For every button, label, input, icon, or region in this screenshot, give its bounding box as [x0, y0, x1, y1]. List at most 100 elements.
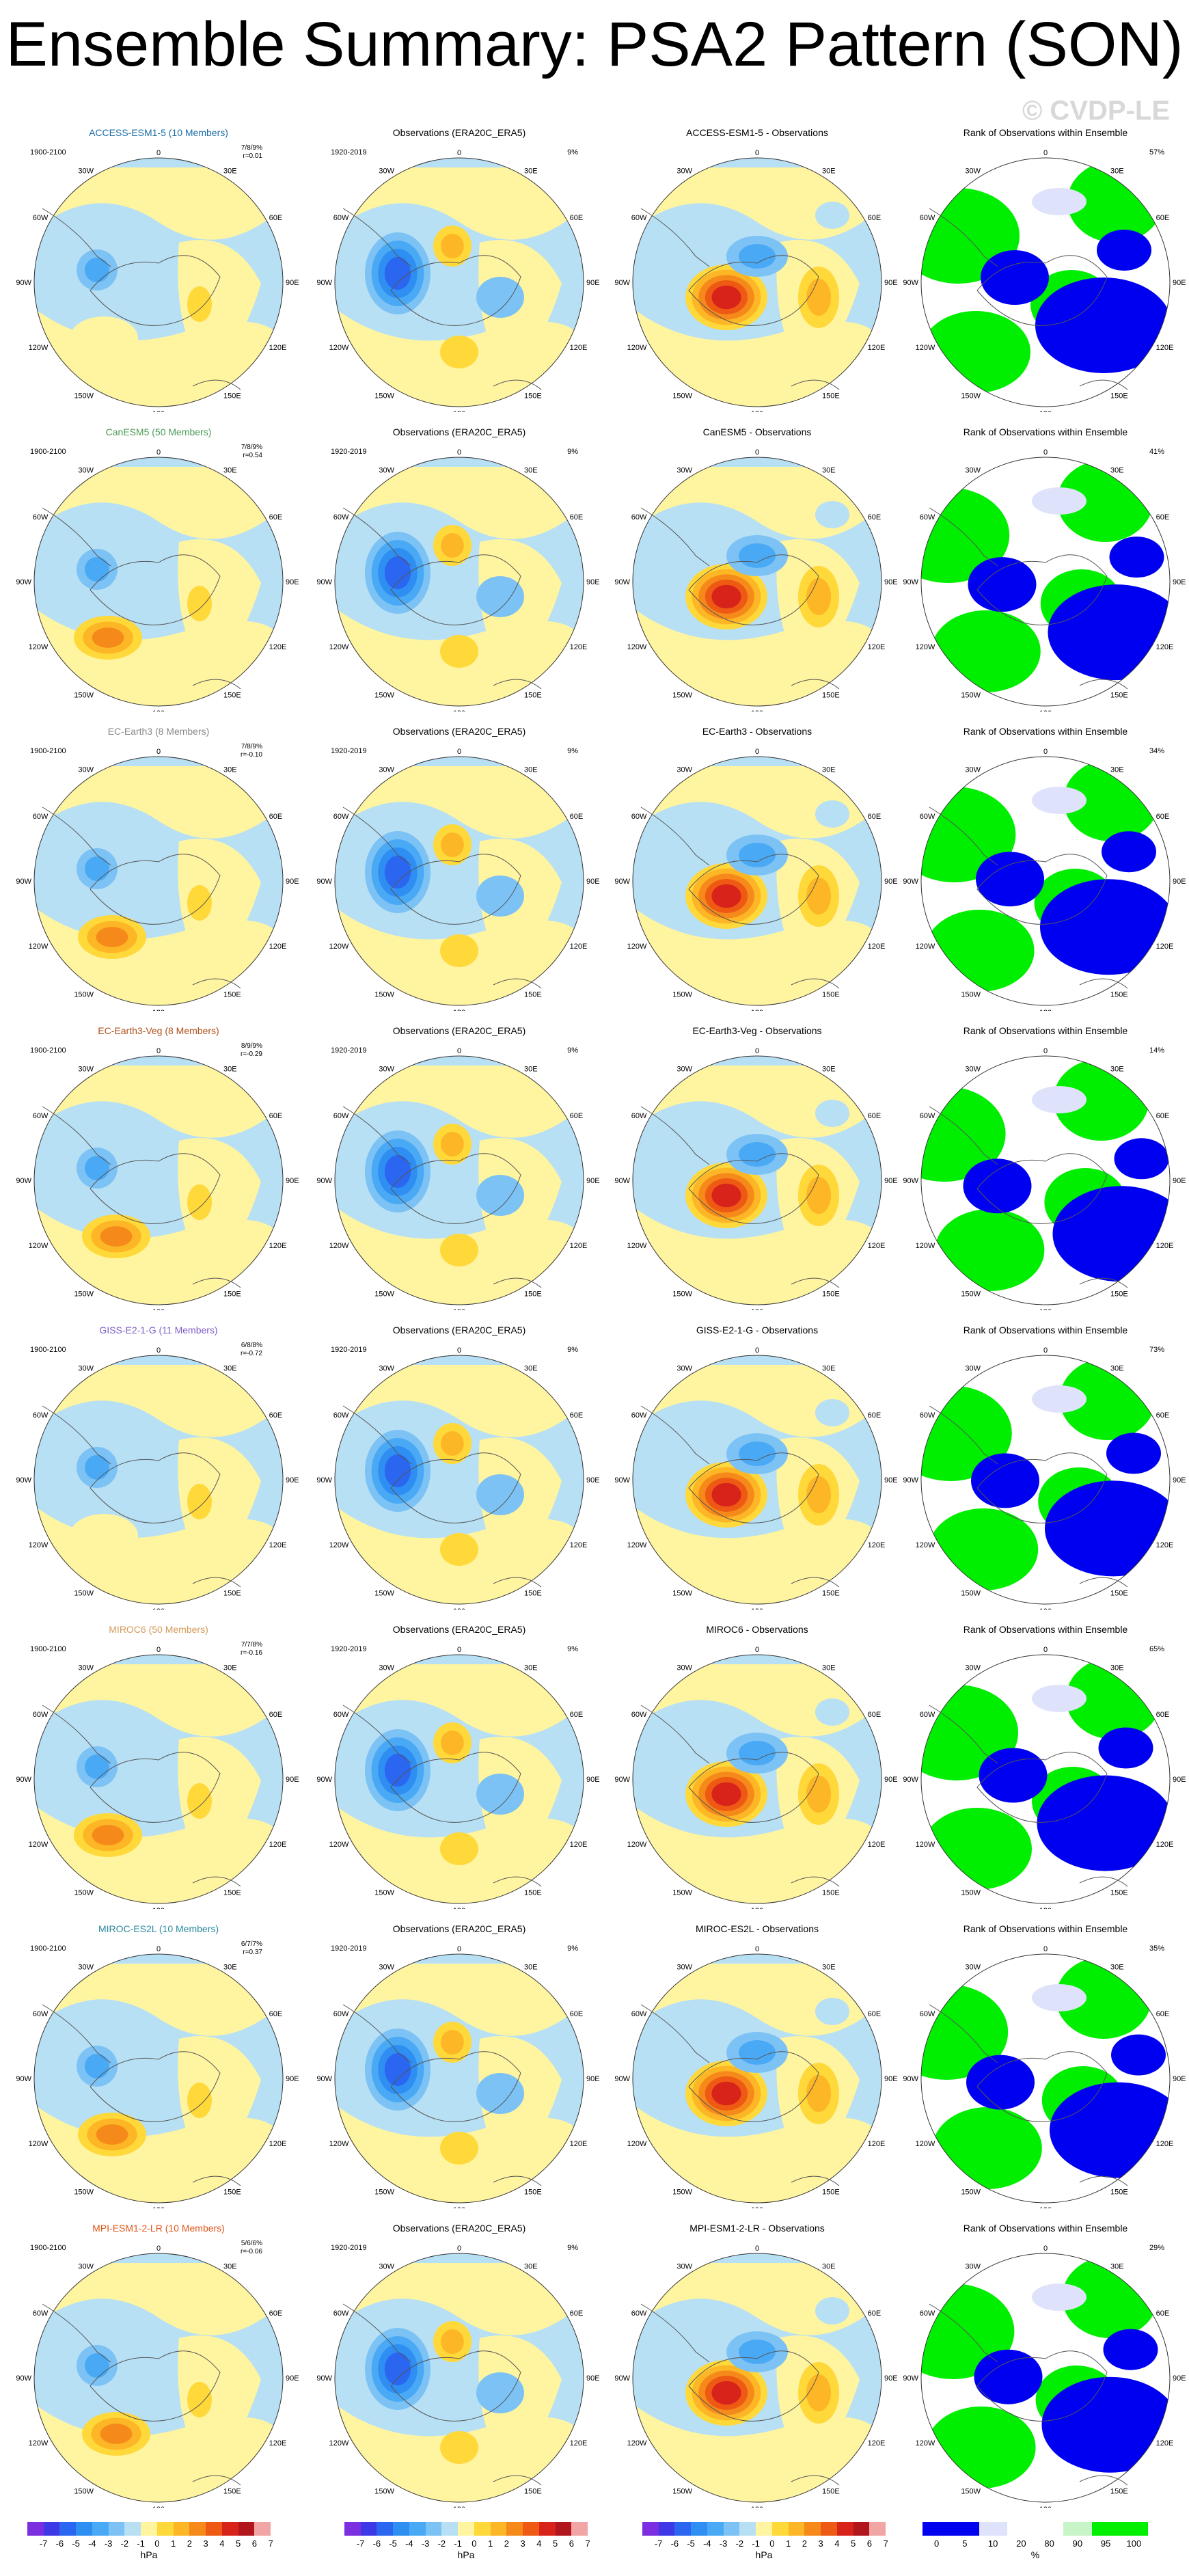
colorbar-tick-label: 6: [569, 2538, 574, 2549]
map-obs: 0 30W 30E 60W 60E 90W 90E 120W 120E 150W 150E 180: [316, 2245, 599, 2508]
map-label-s180: 180: [453, 709, 465, 711]
colorbar-swatch: [674, 2522, 692, 2536]
panel-years: 1900-2100: [30, 1346, 66, 1354]
panel-title-diff: ACCESS-ESM1-5 - Observations: [686, 127, 828, 138]
panel-stats: 7/8/9% r=-0.10: [241, 743, 262, 759]
rank-mid-region: [1032, 787, 1086, 814]
map-boundary: [334, 756, 584, 1006]
map-label-e150: 150E: [223, 991, 241, 999]
panel-title-obs: Observations (ERA20C_ERA5): [392, 127, 526, 138]
south-america-coastline: [640, 1106, 710, 1165]
positive-anomaly: [187, 1783, 212, 1819]
map-label-e120: 120E: [570, 1541, 588, 1549]
rank-high-region: [932, 2107, 1042, 2189]
map-label-e90: 90E: [286, 1476, 299, 1484]
map-label-e90: 90E: [1173, 279, 1186, 287]
map-label-w150: 150W: [961, 1290, 981, 1299]
map-label-n0: 0: [156, 1646, 161, 1654]
antarctica-coastline: [90, 554, 221, 625]
colorbar-swatch: [441, 2522, 459, 2536]
colorbar-tick-label: -6: [55, 2538, 64, 2549]
map-label-w90: 90W: [16, 1776, 31, 1784]
map-label-w150: 150W: [374, 1290, 394, 1299]
map-label-n0: 0: [1043, 149, 1048, 157]
south-america-coastline: [342, 806, 412, 866]
positive-anomaly: [806, 1476, 831, 1513]
south-america-coastline: [342, 2004, 412, 2063]
map-label-w120: 120W: [329, 1841, 349, 1849]
positive-anomaly: [711, 1782, 741, 1806]
rank-low-region: [979, 1748, 1048, 1803]
map-label-e120: 120E: [1156, 1841, 1174, 1849]
map-label-e120: 120E: [269, 1541, 287, 1549]
panel-rank-1: 0 30W 30E 60W 60E 90W 90E 120W 120E 150W 150E 180 Ra…: [902, 426, 1189, 711]
map-label-w120: 120W: [329, 2439, 349, 2448]
map-rank: 0 30W 30E 60W 60E 90W 90E 120W 120E 150W 150E 180: [903, 149, 1186, 412]
map-label-w150: 150W: [672, 1590, 692, 1598]
map-label-e60: 60E: [868, 1711, 882, 1719]
negative-anomaly: [739, 2340, 776, 2364]
map-label-e60: 60E: [1156, 2309, 1170, 2318]
rank-low-region: [1048, 584, 1170, 681]
rank-low-region: [1102, 831, 1156, 873]
map-label-e30: 30E: [524, 1065, 538, 1073]
map-label-w90: 90W: [614, 2075, 630, 2083]
map-label-e120: 120E: [269, 643, 287, 651]
panel-obs-2: 0 30W 30E 60W 60E 90W 90E 120W 120E 150W 150E 180 Ob…: [316, 725, 603, 1011]
map-label-w30: 30W: [379, 2262, 394, 2270]
antarctica-coastline: [390, 854, 521, 925]
australia-coastline: [493, 1277, 542, 1288]
map-label-e60: 60E: [269, 2010, 283, 2018]
map-label-s180: 180: [751, 410, 763, 412]
antarctica-coastline: [688, 554, 819, 625]
panel-obs-6: 0 30W 30E 60W 60E 90W 90E 120W 120E 150W 150E 180 Ob…: [316, 1923, 603, 2208]
map-label-s180: 180: [152, 410, 165, 412]
map-label-n0: 0: [1043, 1945, 1048, 1953]
south-america-coastline: [342, 1106, 412, 1165]
map-label-e90: 90E: [1173, 1776, 1186, 1784]
panel-percent: 9%: [567, 148, 578, 157]
australia-coastline: [192, 978, 241, 989]
panel-stats: 7/8/9% r=0.01: [241, 144, 262, 161]
south-america-coastline: [342, 507, 412, 567]
positive-anomaly: [178, 240, 261, 372]
positive-anomaly: [187, 586, 212, 621]
rank-low-region: [1111, 2034, 1166, 2076]
positive-anomaly: [441, 1132, 464, 1156]
colorbar-swatch: [771, 2522, 789, 2536]
map-label-w60: 60W: [33, 214, 49, 222]
panel-percent: 9%: [567, 1944, 578, 1953]
positive-anomaly: [336, 1664, 582, 1737]
positive-anomaly: [187, 1184, 212, 1220]
colorbar-units: hPa: [140, 2549, 158, 2560]
positive-anomaly: [440, 1234, 478, 1266]
colorbar-swatch: [1063, 2522, 1092, 2536]
australia-coastline: [1079, 379, 1128, 390]
antarctica-coastline: [976, 255, 1108, 326]
panel-rank-7: 0 30W 30E 60W 60E 90W 90E 120W 120E 150W 150E 180 Ra…: [902, 2222, 1189, 2508]
positive-anomaly: [711, 1482, 741, 1507]
map-label-e90: 90E: [586, 279, 600, 287]
map-label-w30: 30W: [676, 1664, 692, 1672]
map-label-w60: 60W: [333, 1711, 349, 1719]
map-label-n0: 0: [457, 2245, 461, 2253]
map-boundary: [33, 1654, 284, 1904]
colorbar-tick-label: -7: [356, 2538, 365, 2549]
panel-diff-0: 0 30W 30E 60W 60E 90W 90E 120W 120E 150W 150E 180 AC…: [614, 126, 901, 412]
map-diff: 0 30W 30E 60W 60E 90W 90E 120W 120E 150W 150E 180: [614, 2245, 897, 2508]
map-label-w90: 90W: [16, 878, 31, 886]
map-label-e120: 120E: [269, 943, 287, 951]
colorbar-tick-label: -3: [719, 2538, 728, 2549]
map-label-w150: 150W: [961, 991, 981, 999]
map-label-s180: 180: [751, 1907, 763, 1909]
rank-low-region: [968, 557, 1037, 612]
map-label-e120: 120E: [570, 344, 588, 352]
map-label-w30: 30W: [676, 167, 692, 175]
map-label-w150: 150W: [374, 392, 394, 401]
map-label-e90: 90E: [586, 1476, 600, 1484]
map-label-n0: 0: [156, 2245, 161, 2253]
colorbar-tick-label: -5: [687, 2538, 695, 2549]
panel-title-model: EC-Earth3 (8 Members): [107, 726, 210, 737]
australia-coastline: [192, 1876, 241, 1887]
watermark: © CVDP-LE: [1022, 96, 1170, 126]
